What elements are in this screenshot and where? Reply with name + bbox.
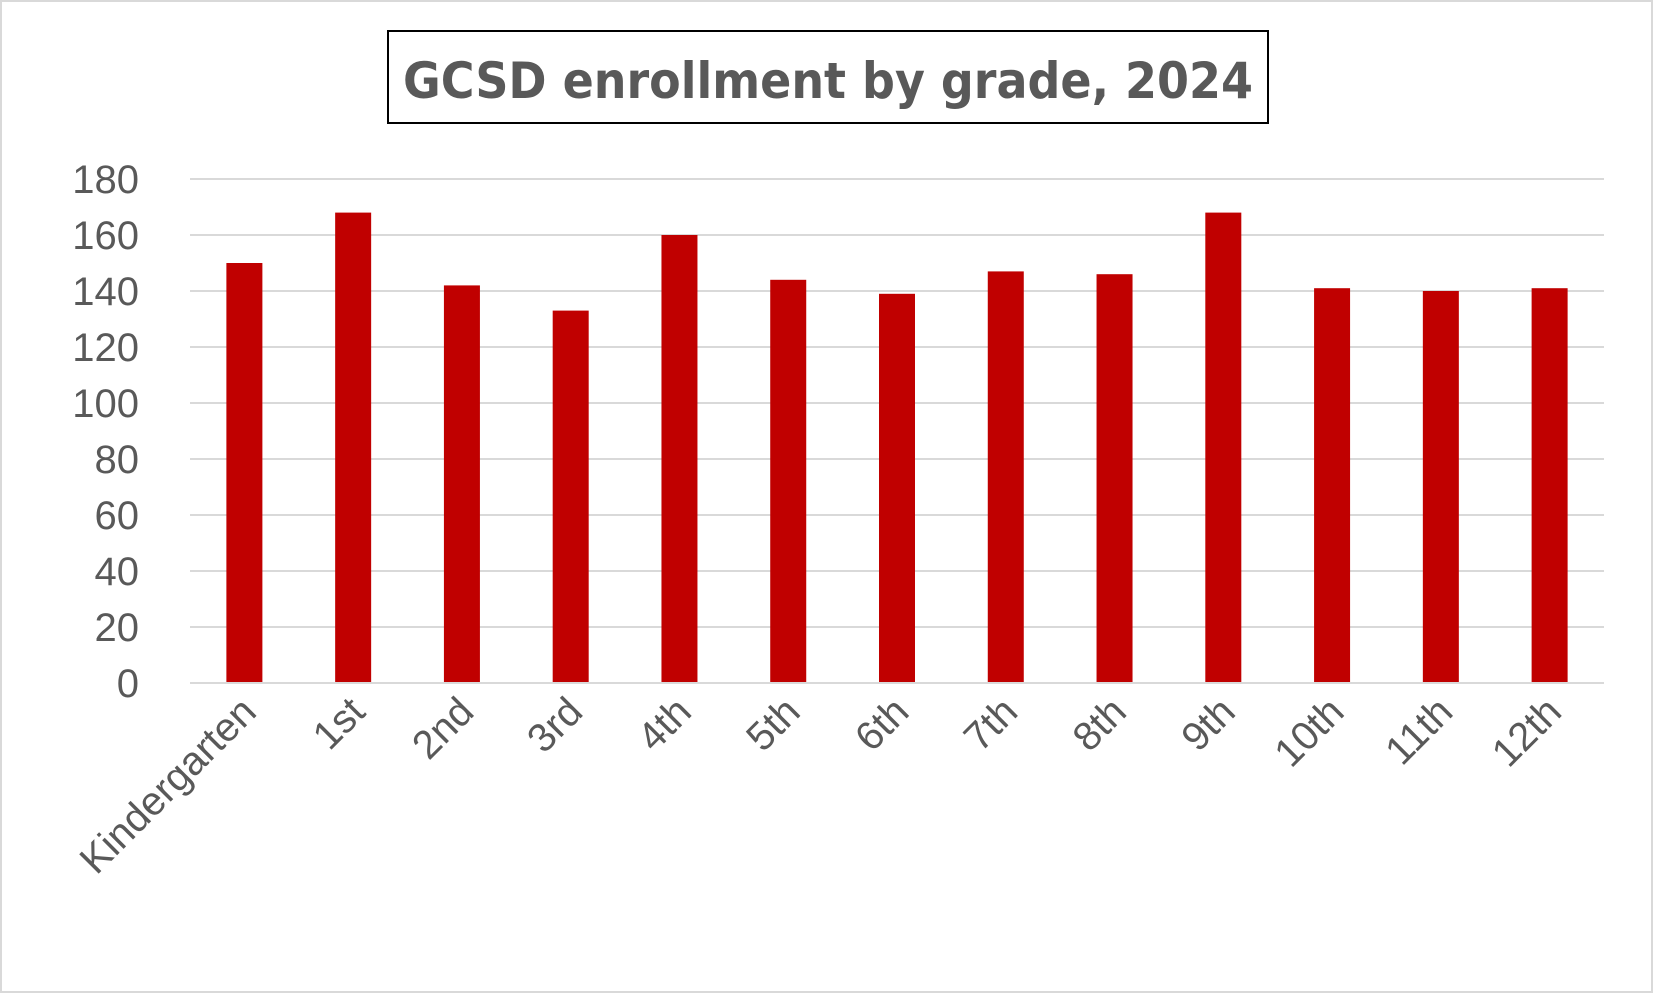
x-tick-label: 4th: [629, 689, 699, 759]
y-tick-label: 180: [72, 158, 139, 202]
x-tick-label: 10th: [1266, 689, 1352, 775]
x-tick-label: 11th: [1377, 689, 1461, 773]
bar-9th: [1205, 212, 1242, 683]
bar-4th: [661, 235, 698, 683]
bar-2nd: [443, 285, 480, 683]
y-tick-label: 20: [95, 606, 140, 650]
y-tick-label: 0: [117, 662, 139, 706]
x-axis-category-labels: Kindergarten 1st 2nd 3rd 4th 5th 6th 7th 8th 9th 1…: [72, 689, 1570, 882]
x-tick-label: 2nd: [404, 689, 482, 767]
bar-6th: [879, 293, 915, 683]
x-tick-label: 5th: [738, 689, 808, 759]
x-tick-label: 3rd: [519, 689, 591, 761]
y-tick-label: 120: [72, 326, 139, 370]
y-axis-tick-labels: 0 20 40 60 80 100 120 140 160 180: [72, 158, 139, 706]
y-tick-label: 100: [72, 382, 139, 426]
y-tick-label: 140: [72, 270, 139, 314]
y-tick-label: 40: [95, 550, 140, 594]
chart-title: GCSD enrollment by grade, 2024: [403, 52, 1253, 110]
bar-7th: [987, 271, 1024, 683]
y-tick-label: 60: [95, 494, 140, 538]
bar-kindergarten: [226, 263, 263, 683]
x-tick-label: Kindergarten: [72, 689, 265, 882]
x-tick-label: 6th: [847, 689, 917, 759]
bar-8th: [1096, 274, 1133, 683]
bar-10th: [1314, 288, 1351, 683]
y-tick-label: 80: [95, 438, 140, 482]
bars: [226, 212, 1568, 683]
bar-1st: [335, 212, 372, 683]
y-tick-label: 160: [72, 214, 139, 258]
x-tick-label: 12th: [1484, 689, 1570, 775]
x-tick-label: 8th: [1064, 689, 1134, 759]
bar-12th: [1531, 288, 1568, 683]
x-tick-label: 1st: [305, 689, 374, 758]
bar-3rd: [552, 310, 589, 683]
chart-title-border: [387, 30, 1269, 124]
bar-5th: [770, 279, 807, 683]
x-tick-label: 9th: [1173, 689, 1243, 759]
bar-11th: [1422, 291, 1459, 683]
chart-title-box: GCSD enrollment by grade, 2024: [387, 30, 1269, 124]
x-tick-label: 7th: [956, 689, 1026, 759]
